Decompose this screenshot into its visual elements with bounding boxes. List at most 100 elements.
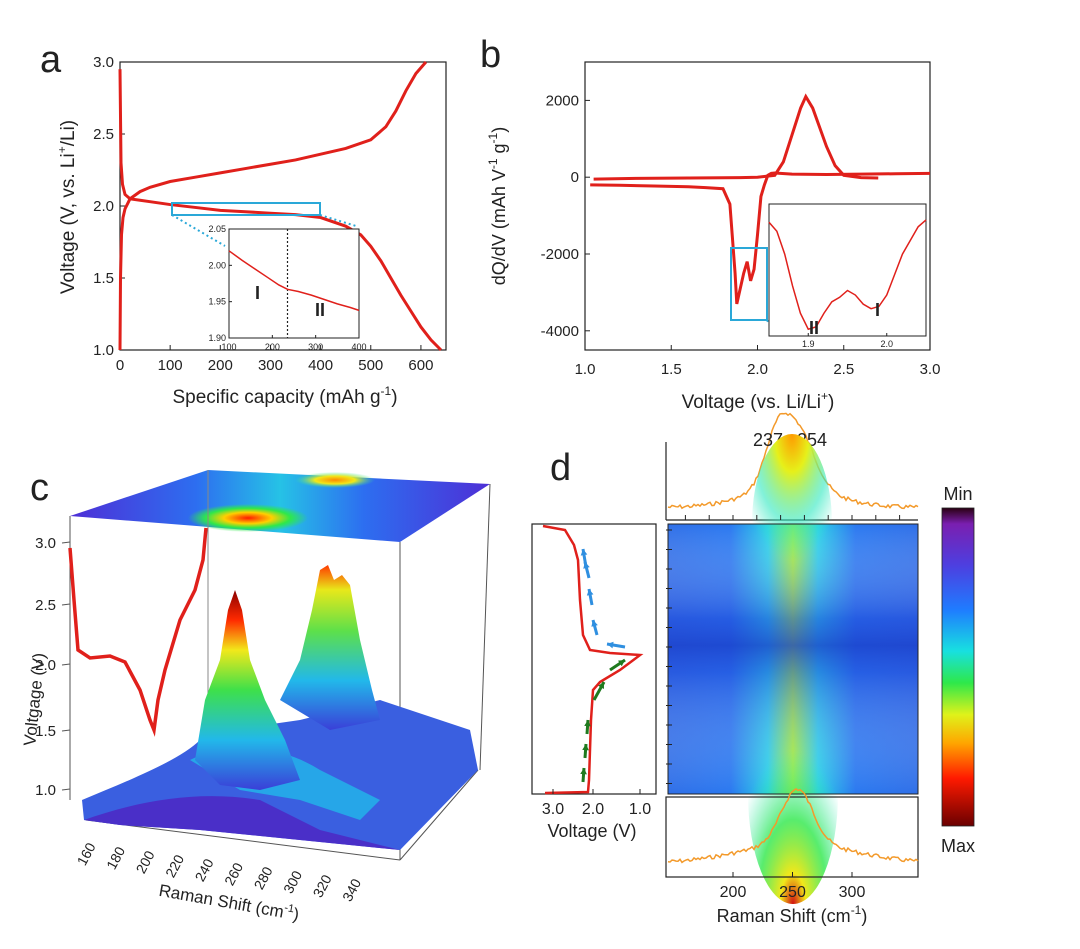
panel-d-raman-ticks: 200 250 300 [684,515,901,901]
inset-x-tick-label: 2.0 [880,339,893,349]
panel-c-surface-front [84,796,400,850]
panel-a-inset-ticks: 100 200 300 400 1.90 1.95 2.00 2.05 [208,224,366,352]
panel-d-raman-xlabel: Raman Shift (cm-1) [717,903,868,926]
panel-d-heatmap [666,434,919,904]
panel-d-label: d [550,447,571,489]
voltage-tick-label: 2.0 [582,801,604,818]
panel-d-voltage-frame [531,523,657,795]
panel-d-top-spectrum-line [667,412,919,510]
panel-a-zoom-leader-right [319,214,357,227]
y-tick [61,663,71,666]
panel-c-box-edge [399,769,479,861]
y-tick-label: 2.0 [93,198,114,215]
y-tick-label: 2.5 [93,126,114,143]
panel-b: b 1.0 1.5 2.0 2.5 3.0 -4000 -2000 0 2000 1.9 2.0 … [480,34,940,413]
panel-a-inset-label-II: II [315,300,325,320]
inset-line [768,219,927,331]
panel-c-peak-left [195,590,300,790]
panel-c-xlabel: Raman Shift (cm-1) [157,880,300,924]
y-tick-label: 0 [571,169,579,186]
panel-b-tick-labels: 1.0 1.5 2.0 2.5 3.0 -4000 -2000 0 2000 [541,92,941,378]
panel-c-peak-right [280,565,380,730]
discharge-arrow [584,719,591,735]
x-tick-label: 180 [103,844,128,872]
discharge-arrow [582,743,589,759]
panel-a-inset-label-I: I [255,283,260,303]
y-tick-label: 3.0 [35,535,56,552]
x-tick-label: 280 [251,864,276,892]
panel-d-bottom-spectrum: 200 250 300 Raman Shift (cm-1) [665,515,919,926]
panel-b-xlabel: Voltage (vs. Li/Li+) [682,389,835,413]
x-tick-label: 220 [162,852,187,880]
panel-d-arrows [580,548,626,783]
panel-d-colorbar-min: Min [943,484,972,504]
panel-b-series-line-1 [593,93,879,181]
panel-d: d 3.0 2.0 1.0 Voltage (V) 237 254 20 [531,412,975,926]
x-tick-label: 340 [339,876,364,904]
raman-tick-label: 200 [720,884,747,901]
y-tick-label: 1.0 [35,782,56,799]
panel-a-zoom-leader-left [171,214,226,247]
discharge-arrow [609,658,626,672]
x-tick-label: 2.5 [833,361,854,378]
panel-d-voltage-curve [542,524,644,795]
panel-c-top-hotspot-2 [295,472,375,488]
y-tick [61,603,71,606]
discharge-arrow [592,681,606,701]
panel-b-ylabel: dQ/dV (mAh V-1 g-1) [486,127,509,285]
y-tick-label: 2000 [546,92,579,109]
y-tick-label: 1.5 [35,723,56,740]
panel-c-top-hotspot-1 [188,504,308,532]
inset-y-tick-label: 2.00 [208,260,226,270]
raman-tick-label: 250 [779,884,806,901]
panel-b-inset-label-II: II [809,318,819,338]
inset-x-tick-label: 300 [308,342,323,352]
inset-y-tick-label: 1.95 [208,297,226,307]
x-tick-label: 600 [408,357,433,374]
charge-arrow [606,641,626,649]
y-tick-label: 2.5 [35,597,56,614]
x-tick-label: 500 [358,357,383,374]
panel-d-colorbar-max: Max [941,836,975,856]
inset-x-tick-label: 400 [351,342,366,352]
x-tick-label: 400 [308,357,333,374]
panel-b-inset-label-I: I [875,300,880,320]
y-tick-label: 3.0 [93,54,114,71]
panel-a-inset-frame [228,228,360,339]
y-tick [61,729,71,732]
inset-x-tick-label: 1.9 [802,339,815,349]
x-tick-label: 1.5 [661,361,682,378]
panel-a-tick-labels: 0 100 200 300 400 500 600 1.0 1.5 2.0 2.5 3.0 [93,54,433,374]
discharge-arrow [580,767,587,783]
x-tick-label: 300 [258,357,283,374]
x-tick-label: 3.0 [920,361,941,378]
x-tick-label: 300 [280,868,305,896]
x-tick-label: 240 [192,856,217,884]
panel-c-top-projection [70,470,490,542]
panel-a-zoom-box [171,202,321,216]
y-tick [61,541,71,544]
panel-c-label: c [30,467,49,509]
charge-arrow [586,588,594,606]
panel-d-voltage-ticks: 3.0 2.0 1.0 [542,789,651,818]
x-tick-label: 320 [310,872,335,900]
panel-a-ylabel: Voltage (V, vs. Li+/Li) [55,120,79,294]
inset-line [228,250,360,312]
x-tick-label: 200 [133,848,158,876]
y-tick-label: 2.0 [35,657,56,674]
panel-d-colorbar [941,507,975,827]
x-tick-label: 260 [221,860,246,888]
x-tick-label: 100 [158,357,183,374]
panel-d-heatmap-ticks [666,529,672,784]
panel-b-ticks [584,99,931,350]
voltage-tick-label: 1.0 [629,801,651,818]
panel-c-voltage-curve [68,527,208,737]
panel-b-series-line-0 [590,171,931,305]
panel-b-zoom-box [730,247,768,321]
raman-tick-label: 300 [839,884,866,901]
panel-a-series-line-1 [118,61,428,351]
panel-b-inset-series [768,219,927,331]
x-tick-label: 2.0 [747,361,768,378]
y-tick-label: -2000 [541,246,579,263]
